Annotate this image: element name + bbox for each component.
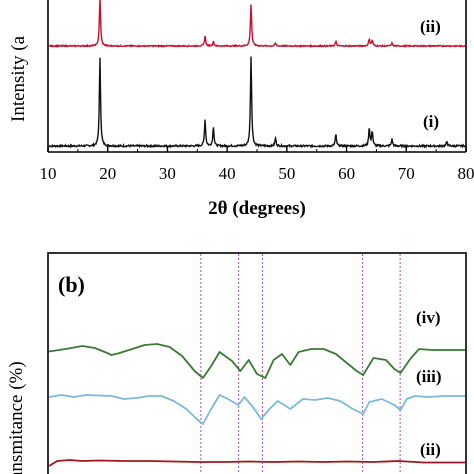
panel-b-ftir: (b) ansmitance (%) (iv) (iii) (ii) bbox=[6, 252, 467, 474]
panel-b-reference-lines bbox=[200, 254, 401, 474]
ftir-series-ii bbox=[48, 459, 465, 467]
panel-a-x-axis-label: 2θ (degrees) bbox=[208, 198, 306, 219]
panel-a-xrd: 10 20 30 40 50 60 70 80 Intensity (a 2θ (degree… bbox=[8, 0, 474, 219]
panel-b-y-axis-label: ansmitance (%) bbox=[6, 361, 27, 474]
series-label-i-a: (i) bbox=[423, 112, 439, 131]
x-tick-label: 30 bbox=[159, 164, 176, 183]
x-tick-label: 60 bbox=[338, 164, 355, 183]
panel-b-traces bbox=[48, 343, 465, 467]
x-tick-label: 80 bbox=[458, 164, 474, 183]
panel-a-y-axis-label: Intensity (a bbox=[8, 35, 29, 122]
x-tick-label: 20 bbox=[99, 164, 116, 183]
x-tick-label: 40 bbox=[219, 164, 236, 183]
series-label-iv: (iv) bbox=[416, 308, 441, 327]
panel-a-traces bbox=[48, 0, 466, 150]
series-label-ii-a: (ii) bbox=[420, 17, 441, 36]
panel-b-frame bbox=[47, 252, 467, 474]
x-tick-label: 70 bbox=[398, 164, 415, 183]
panel-b-label: (b) bbox=[58, 272, 85, 297]
xrd-series-ii bbox=[48, 0, 466, 49]
x-tick-label: 50 bbox=[278, 164, 295, 183]
series-label-ii-b: (ii) bbox=[420, 440, 441, 459]
panel-a-ticks: 10 20 30 40 50 60 70 80 bbox=[40, 146, 474, 183]
ftir-series-iii bbox=[48, 394, 465, 425]
series-label-iii: (iii) bbox=[416, 367, 442, 386]
x-tick-label: 10 bbox=[40, 164, 57, 183]
xrd-series-i bbox=[48, 56, 466, 150]
ftir-series-iv bbox=[48, 343, 465, 379]
